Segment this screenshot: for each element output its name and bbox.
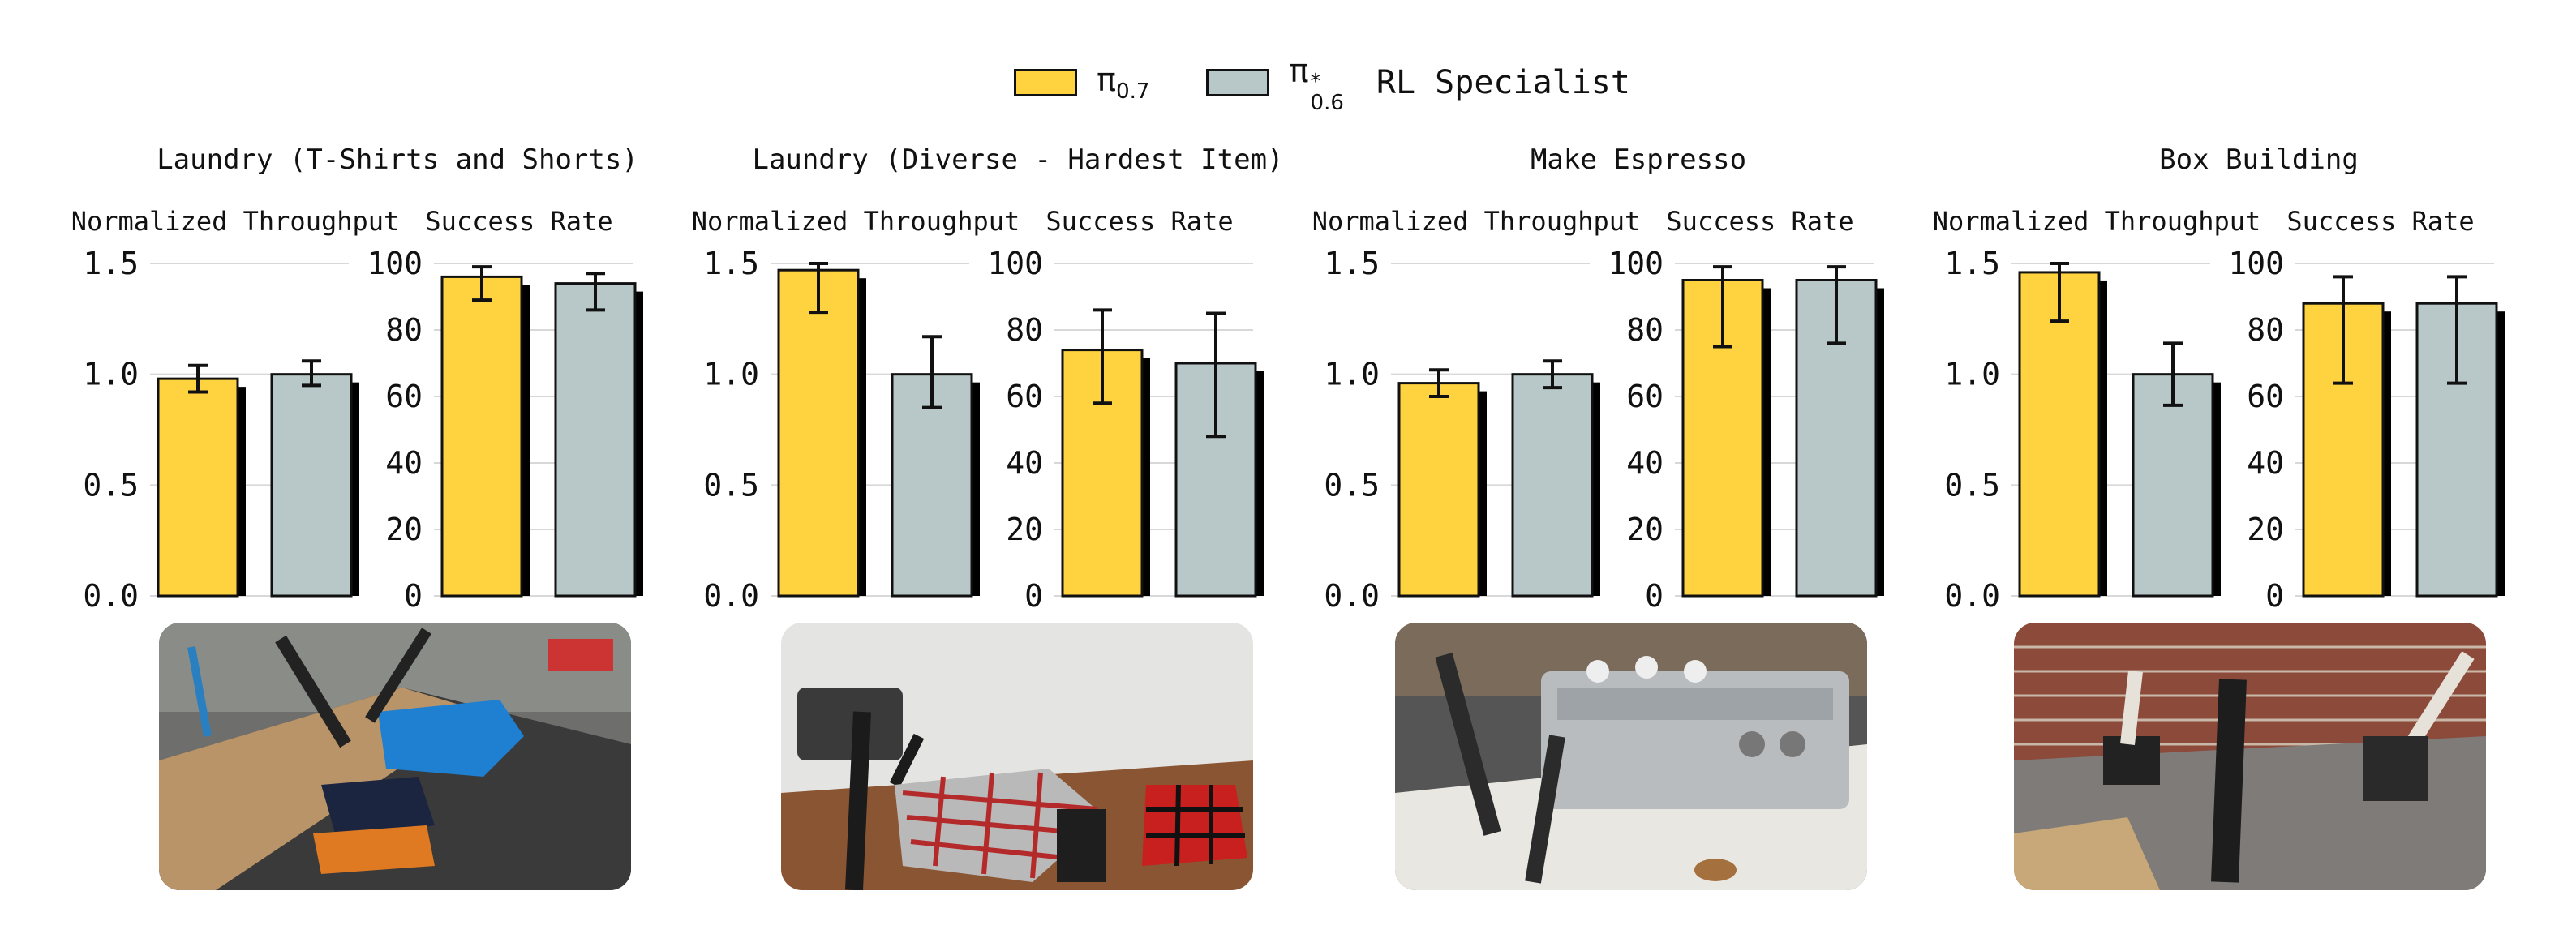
y-tick-label: 0.0 <box>1944 578 2000 614</box>
legend: π0.7 π * 0.6 RL Specialist <box>1014 53 1630 114</box>
bar <box>777 268 860 598</box>
y-tick-label: 20 <box>1006 512 1043 547</box>
y-tick-label: 0 <box>1645 578 1664 614</box>
legend-label-pi06-rl: π * 0.6 <box>1289 52 1344 115</box>
panel-title: Success Rate <box>1666 206 1853 237</box>
laundry-diverse-photo <box>781 623 1253 890</box>
y-tick-label: 80 <box>385 312 423 348</box>
y-tick-label: 0 <box>1024 578 1043 614</box>
y-tick-label: 80 <box>2247 312 2284 348</box>
y-tick-label: 60 <box>385 379 423 414</box>
y-tick-label: 1.5 <box>1324 246 1380 281</box>
y-tick-label: 60 <box>2247 379 2284 414</box>
y-tick-label: 0 <box>2265 578 2284 614</box>
y-tick-label: 20 <box>1626 512 1664 547</box>
panel-title: Success Rate <box>2286 206 2474 237</box>
y-tick-label: 60 <box>1006 379 1043 414</box>
bar <box>1397 382 1480 598</box>
y-tick-label: 1.5 <box>83 246 139 281</box>
bar <box>554 282 637 598</box>
bar <box>1511 373 1594 598</box>
panel-title: Normalized Throughput <box>692 206 1020 237</box>
box-building-photo <box>2014 623 2486 890</box>
bar <box>891 373 973 598</box>
y-tick-label: 100 <box>2228 246 2284 281</box>
y-tick-label: 0.5 <box>703 467 759 503</box>
y-tick-label: 80 <box>1626 312 1664 348</box>
legend-item-pi07: π0.7 <box>1014 62 1149 104</box>
y-tick-label: 60 <box>1626 379 1664 414</box>
y-tick-label: 0 <box>404 578 423 614</box>
y-tick-label: 1.0 <box>1324 357 1380 392</box>
y-tick-label: 20 <box>2247 512 2284 547</box>
bar <box>2018 271 2101 598</box>
bar <box>2132 373 2214 598</box>
y-tick-label: 40 <box>2247 445 2284 481</box>
bar <box>440 275 523 598</box>
y-tick-label: 40 <box>385 445 423 481</box>
y-tick-label: 100 <box>987 246 1043 281</box>
y-tick-label: 0.5 <box>1944 467 2000 503</box>
espresso-photo <box>1395 623 1867 890</box>
bar <box>270 373 353 598</box>
panel-title: Success Rate <box>425 206 612 237</box>
y-tick-label: 1.0 <box>703 357 759 392</box>
y-tick-label: 20 <box>385 512 423 547</box>
y-tick-label: 40 <box>1006 445 1043 481</box>
legend-item-pi06-rl: π * 0.6 RL Specialist <box>1206 53 1630 114</box>
chart-title: Box Building <box>2159 144 2359 176</box>
y-tick-label: 0.0 <box>1324 578 1380 614</box>
legend-suffix-pi06-rl: RL Specialist <box>1376 64 1630 101</box>
panel-title: Normalized Throughput <box>71 206 400 237</box>
y-tick-label: 0.5 <box>1324 467 1380 503</box>
chart-title: Laundry (Diverse - Hardest Item) <box>752 144 1283 176</box>
chart-title: Laundry (T-Shirts and Shorts) <box>157 144 638 176</box>
y-tick-label: 100 <box>367 246 423 281</box>
chart-title: Make Espresso <box>1531 144 1746 176</box>
y-tick-label: 1.5 <box>1944 246 2000 281</box>
legend-label-pi07: π0.7 <box>1097 62 1150 104</box>
y-tick-label: 80 <box>1006 312 1043 348</box>
panel-title: Normalized Throughput <box>1933 206 2261 237</box>
y-tick-label: 40 <box>1626 445 1664 481</box>
y-tick-label: 1.0 <box>83 357 139 392</box>
y-tick-label: 0.5 <box>83 467 139 503</box>
y-tick-label: 1.0 <box>1944 357 2000 392</box>
y-tick-label: 100 <box>1608 246 1664 281</box>
y-tick-label: 0.0 <box>703 578 759 614</box>
legend-swatch-pi06-rl <box>1206 69 1270 96</box>
y-tick-label: 0.0 <box>83 578 139 614</box>
panel-title: Normalized Throughput <box>1312 206 1641 237</box>
panel-title: Success Rate <box>1045 206 1233 237</box>
laundry-tshirts-photo <box>159 623 631 890</box>
legend-swatch-pi07 <box>1014 69 1077 96</box>
y-tick-label: 1.5 <box>703 246 759 281</box>
bar <box>157 377 239 598</box>
